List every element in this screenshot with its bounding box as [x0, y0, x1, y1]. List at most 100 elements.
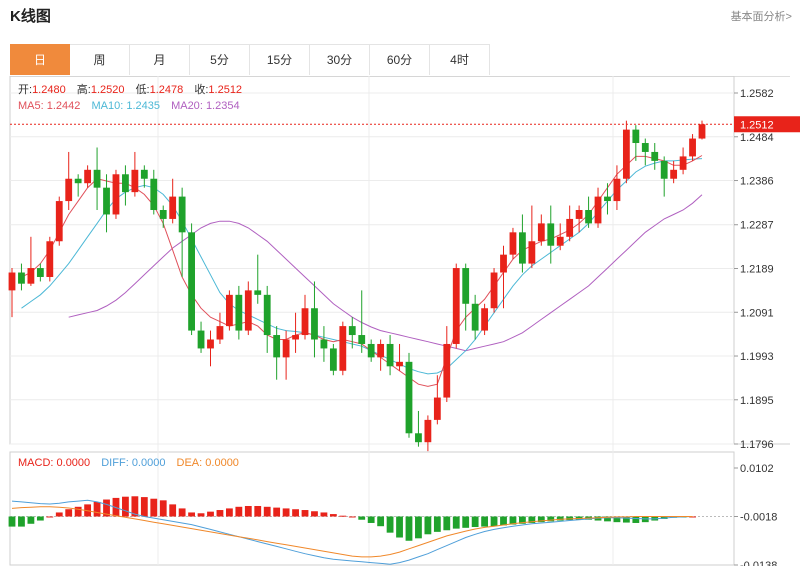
candle-body	[500, 254, 507, 273]
candle	[207, 330, 214, 367]
candle	[585, 196, 592, 228]
candle	[462, 263, 470, 331]
candle-body	[509, 232, 517, 255]
macd-bar	[348, 516, 356, 518]
candle	[103, 174, 110, 233]
macd-bar	[273, 507, 281, 517]
tab-week[interactable]: 周	[70, 44, 130, 75]
candle	[263, 285, 271, 353]
candle	[8, 268, 16, 318]
candle	[660, 156, 668, 197]
candle	[509, 227, 517, 260]
candle-body	[46, 241, 54, 277]
dea-line	[11, 506, 693, 558]
tab-day[interactable]: 日	[10, 44, 70, 75]
candles	[8, 120, 706, 452]
price-tick-label: 1.2287	[740, 220, 774, 232]
macd-bar	[537, 516, 545, 523]
candle	[443, 326, 451, 403]
candle-body	[112, 174, 120, 215]
candle	[131, 151, 139, 197]
macd-bar	[386, 516, 394, 533]
macd-bar	[207, 511, 214, 517]
macd-bar	[74, 506, 82, 517]
candle-body	[698, 124, 706, 139]
macd-bar	[254, 505, 262, 517]
macd-bar	[519, 516, 526, 524]
tab-month[interactable]: 月	[130, 44, 190, 75]
dea-value: 0.0000	[205, 457, 239, 469]
candle	[244, 281, 252, 336]
macd-bar	[188, 512, 195, 517]
candle	[604, 183, 611, 215]
candle	[140, 165, 148, 188]
candle	[74, 174, 82, 197]
candle	[689, 134, 696, 161]
candle-body	[415, 433, 422, 443]
candle-body	[254, 290, 262, 295]
candle-body	[613, 178, 621, 202]
candle-body	[301, 308, 309, 336]
candle-body	[122, 174, 129, 193]
candle	[159, 205, 167, 228]
candle-body	[528, 241, 536, 264]
macd-value: 0.0000	[57, 457, 91, 469]
candle	[424, 415, 432, 452]
candle-body	[311, 308, 318, 340]
candle-body	[396, 361, 403, 367]
close-label: 收:	[194, 82, 208, 96]
tab-60min[interactable]: 60分	[370, 44, 430, 75]
macd-bar	[689, 516, 696, 518]
candle	[641, 138, 649, 166]
tab-15min[interactable]: 15分	[250, 44, 310, 75]
candle-body	[74, 178, 82, 184]
macd-bar	[604, 516, 611, 522]
macd-tick-label: 0.0102	[740, 463, 774, 475]
low-value: 1.2478	[150, 84, 184, 96]
macd-bar	[500, 516, 507, 526]
tab-5min[interactable]: 5分	[190, 44, 250, 75]
high-value: 1.2520	[91, 84, 125, 96]
candle-body	[537, 223, 545, 242]
candle	[679, 147, 687, 175]
candle	[225, 290, 233, 331]
candle	[405, 352, 413, 438]
macd-bar	[415, 516, 422, 539]
last-price-label: 1.2512	[740, 119, 774, 131]
candle	[65, 151, 73, 210]
ma5-name: MA5	[18, 100, 41, 112]
candle-body	[641, 143, 649, 152]
macd-bar	[481, 516, 489, 527]
ma10-value: 1.2435	[126, 100, 160, 112]
macd-bar	[282, 508, 290, 517]
candle	[490, 268, 498, 313]
candle	[547, 205, 555, 264]
macd-bar	[93, 501, 101, 517]
candle-body	[55, 201, 63, 242]
macd-bar	[509, 516, 517, 525]
macd-bar	[46, 516, 54, 518]
tab-30min[interactable]: 30分	[310, 44, 370, 75]
candle-body	[131, 169, 139, 193]
candle	[169, 178, 177, 224]
tab-4hour[interactable]: 4时	[430, 44, 490, 75]
macd-bar	[131, 496, 139, 517]
candle	[698, 120, 706, 140]
candle	[622, 120, 630, 184]
candle	[216, 312, 224, 344]
close-value: 1.2512	[208, 84, 242, 96]
candle	[481, 303, 489, 336]
candle	[197, 321, 205, 353]
candle	[556, 223, 564, 251]
candle-body	[443, 343, 451, 398]
candle	[320, 326, 328, 362]
macd-bar	[622, 516, 630, 523]
candle-body	[36, 268, 44, 277]
macd-bar	[301, 510, 309, 517]
macd-bar	[377, 516, 385, 527]
candle	[311, 281, 318, 358]
candle-body	[292, 335, 299, 340]
macd-bar	[55, 512, 63, 517]
fundamental-analysis-link[interactable]: 基本面分析>	[730, 11, 792, 23]
dea-name: DEA	[177, 457, 200, 469]
